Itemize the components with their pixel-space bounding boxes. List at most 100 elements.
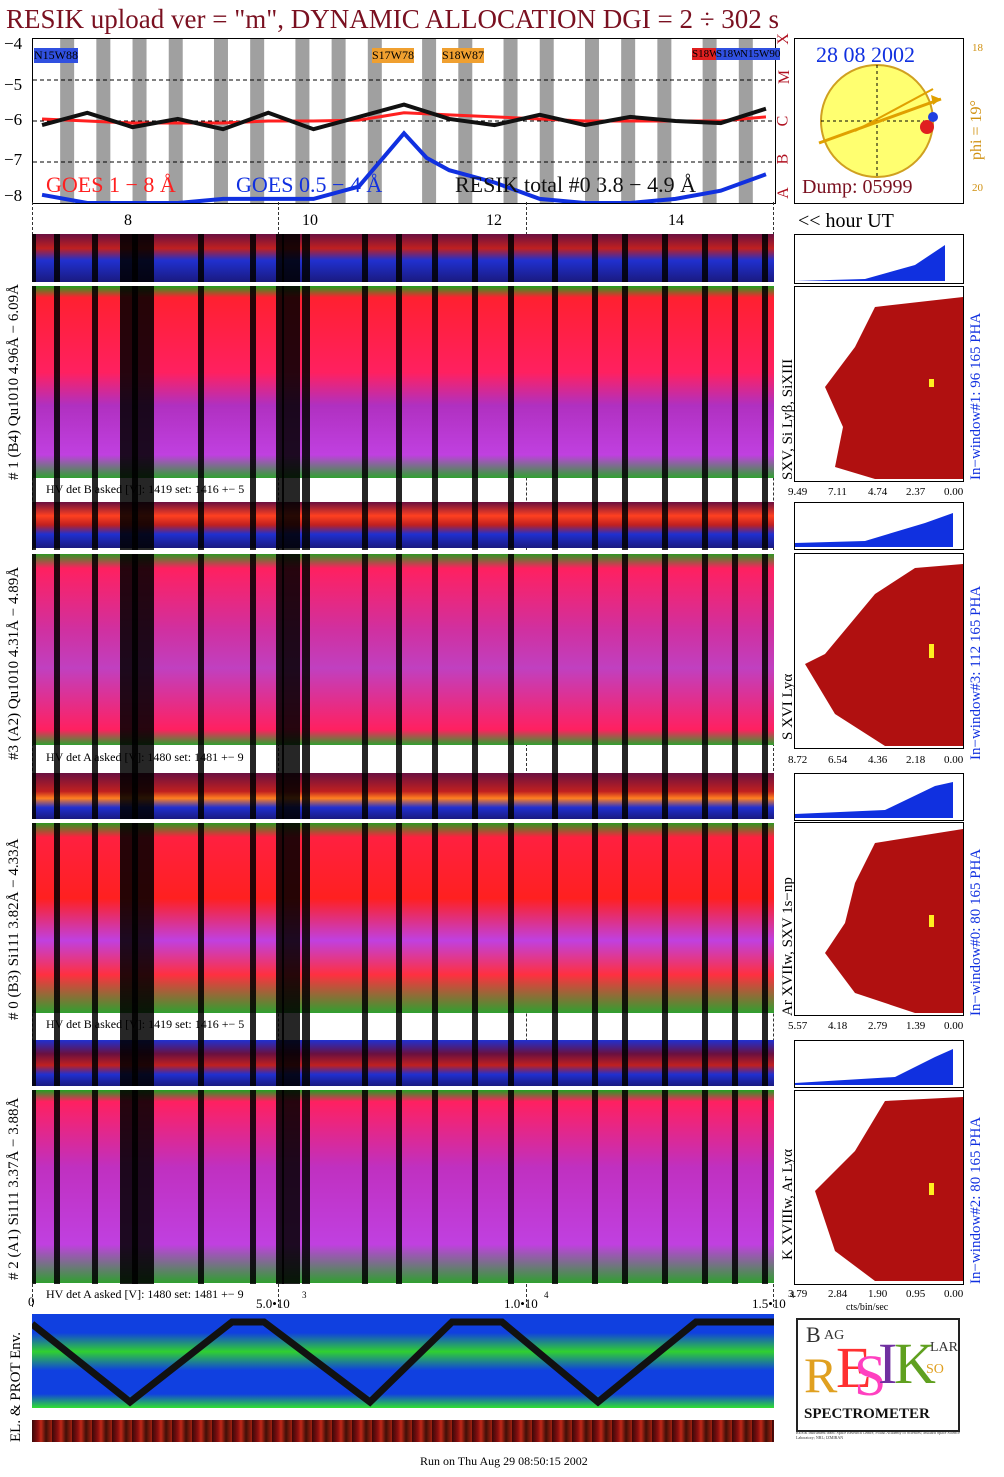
active-region-tag: N15W88 xyxy=(34,48,78,63)
window-label: In−window#0: 80 165 PHA xyxy=(968,848,984,1016)
logo-text: SPECTROMETER xyxy=(804,1406,930,1422)
data-gap-bar xyxy=(362,234,368,1284)
lines-label: S XVI Lyα xyxy=(780,673,796,740)
flare-class-label: C xyxy=(774,115,792,127)
logo-letter: I xyxy=(878,1331,898,1396)
scale-tick: 2.18 xyxy=(906,754,926,766)
bottom-tick: 5.0•10 xyxy=(256,1296,290,1311)
data-gap-bar xyxy=(592,234,598,1284)
scale-tick: 4.74 xyxy=(868,486,888,498)
window-label: In−window#1: 96 165 PHA xyxy=(968,312,984,480)
series-line xyxy=(41,130,767,203)
scale-tick: 2.84 xyxy=(828,1288,848,1300)
pha-histogram xyxy=(794,773,964,821)
phi-label: phi = 19° xyxy=(968,100,985,160)
logo-letter: R xyxy=(804,1347,838,1403)
channel-1-spectrogram xyxy=(32,286,774,478)
window-label: In−window#3: 112 165 PHA xyxy=(968,585,984,760)
data-gap-overlay xyxy=(32,234,774,1284)
data-gap-bar xyxy=(508,234,514,1284)
scale-tick: 7.11 xyxy=(828,486,847,498)
environment-strip xyxy=(32,1420,774,1442)
data-gap-bar xyxy=(282,234,300,1284)
flare-class-label: X xyxy=(774,33,792,45)
goes-ytick: −4 xyxy=(4,34,23,53)
scale-unit: cts/bin/sec xyxy=(846,1302,889,1313)
data-gap-bar xyxy=(302,234,310,1284)
window-label: In−window#2: 80 165 PHA xyxy=(968,1116,984,1284)
goes-chart xyxy=(33,39,775,203)
spectrum-histogram xyxy=(794,1090,964,1285)
phi-tick: 18 xyxy=(972,42,983,54)
data-gap-bar xyxy=(472,234,478,1284)
data-gap-bar xyxy=(732,234,738,1284)
scale-tick: 4.36 xyxy=(868,754,888,766)
goes-panel xyxy=(32,38,776,204)
scale-tick: 4.18 xyxy=(828,1020,848,1032)
scale-tick: 3.79 xyxy=(788,1288,808,1300)
hour-tick: 12 xyxy=(486,212,502,229)
active-region-tag: S17W78 xyxy=(372,48,414,63)
scale-tick: 0.95 xyxy=(906,1288,926,1300)
channel-0-spectrogram xyxy=(32,822,774,1013)
scale-tick: 2.79 xyxy=(868,1020,888,1032)
panel-separator xyxy=(32,550,774,554)
channel-2-overview xyxy=(32,1040,774,1086)
goes-ytick: −8 xyxy=(4,186,23,205)
scale-tick: 0.00 xyxy=(944,1020,964,1032)
lines-label: K XVIIIw, Ar Lyα xyxy=(780,1148,796,1260)
channel-label: # 1 (B4) Qu1010 4.96Å − 6.09Å xyxy=(6,284,22,480)
lines-label: Ar XVIIw, SXV 1s−np xyxy=(780,877,796,1016)
bottom-tick-exp: 4 xyxy=(790,1290,795,1300)
flare-class-label: M xyxy=(776,69,794,85)
scale-tick: 1.90 xyxy=(868,1288,888,1300)
logo-letter: S xyxy=(854,1343,887,1408)
logo-fine-print: RESIK instrument team: Space Research Ce… xyxy=(796,1430,960,1440)
run-timestamp: Run on Thu Aug 29 08:50:15 2002 xyxy=(420,1454,588,1468)
orbit-track xyxy=(32,1318,774,1407)
panel-separator xyxy=(32,282,774,286)
hour-ut-label: << hour UT xyxy=(798,210,894,232)
legend-goes-short: GOES 0.5 − 4 Å xyxy=(236,172,383,197)
time-guide xyxy=(526,202,527,1307)
data-gap-bar xyxy=(552,234,558,1284)
scale-tick: 0.00 xyxy=(944,486,964,498)
channel-label: # 0 (B3) Si111 3.82Å − 4.33Å xyxy=(6,838,22,1020)
bottom-tick: 1.5•10 xyxy=(752,1296,786,1311)
data-gap-bar xyxy=(32,234,36,1284)
data-gap-bar xyxy=(54,234,60,1284)
series-line xyxy=(41,102,767,132)
pha-histogram xyxy=(794,234,964,284)
hour-tick: 14 xyxy=(668,212,684,229)
pha-histogram xyxy=(794,502,964,550)
environment-panel xyxy=(32,1314,774,1408)
goes-ytick: −7 xyxy=(4,150,23,169)
legend-goes-long: GOES 1 − 8 Å xyxy=(46,172,176,197)
hour-tick: 8 xyxy=(124,212,132,229)
logo-small-letter: LAR xyxy=(930,1340,958,1355)
goes-ytick: −5 xyxy=(4,75,23,94)
hv-text: HV det A asked [V]: 1480 set: 1481 +− 9 xyxy=(46,1287,244,1301)
page-title: RESIK upload ver = "m", DYNAMIC ALLOCATI… xyxy=(6,4,780,34)
channel-1-overview xyxy=(32,234,774,282)
scale-tick: 1.39 xyxy=(906,1020,926,1032)
data-gap-bar xyxy=(662,234,668,1284)
data-gap-bar xyxy=(762,234,768,1284)
time-guide xyxy=(773,202,774,1307)
flare-class-label: A xyxy=(774,187,792,199)
lines-label: SXV, Si Lyβ, SiXIII xyxy=(780,358,796,480)
data-gap-bar xyxy=(396,234,402,1284)
scale-tick: 2.37 xyxy=(906,486,926,498)
spectrum-histogram xyxy=(794,286,964,482)
data-gap-bar xyxy=(702,234,708,1284)
phi-tick: 20 xyxy=(972,182,983,194)
channel-label: #3 (A2) Qu1010 4.31Å − 4.89Å xyxy=(6,566,22,760)
active-region-tag: N15W90 xyxy=(740,48,781,60)
dump-number: Dump: 05999 xyxy=(802,176,913,198)
sun-disk-icon xyxy=(818,64,942,178)
data-gap-bar xyxy=(92,234,98,1284)
flare-class-label: B xyxy=(774,153,792,165)
spectrum-histogram xyxy=(794,553,964,749)
data-gap-bar xyxy=(198,234,204,1284)
data-gap-bar xyxy=(250,234,256,1284)
